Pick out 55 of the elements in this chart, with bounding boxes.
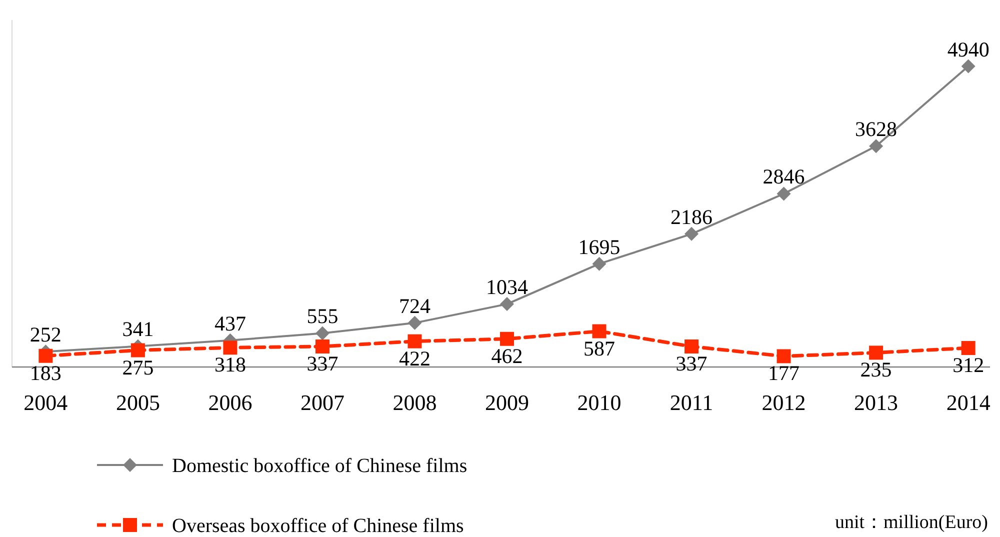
data-label: 4940: [947, 37, 990, 62]
x-tick-label: 2007: [300, 390, 344, 415]
x-tick-label: 2004: [24, 390, 68, 415]
data-label: 587: [584, 336, 616, 360]
data-label: 235: [860, 358, 892, 382]
x-tick-label: 2006: [208, 390, 252, 415]
data-label: 724: [398, 294, 431, 318]
legend-label: Overseas boxoffice of Chinese films: [172, 515, 464, 537]
x-tick-label: 2010: [577, 390, 622, 415]
data-label: 2846: [762, 164, 805, 189]
point: [684, 226, 699, 241]
point: [869, 139, 884, 154]
x-tick-label: 2013: [854, 390, 898, 415]
point: [500, 297, 514, 312]
data-label: 337: [676, 351, 708, 376]
point: [408, 334, 422, 348]
point: [130, 343, 145, 358]
x-tick-label: 2005: [116, 390, 160, 415]
point: [869, 346, 884, 360]
x-tick-label: 2008: [392, 390, 437, 415]
text: unit：million(Euro): [834, 512, 988, 533]
data-label: 337: [306, 351, 338, 376]
point: [408, 316, 422, 330]
point: [38, 348, 53, 363]
x-tick-label: 2011: [670, 390, 714, 415]
point: [500, 332, 514, 346]
data-label: 177: [768, 361, 800, 386]
data-label: 252: [30, 322, 62, 347]
x-tick-label: 2012: [762, 390, 806, 415]
data-label: 3628: [855, 117, 898, 142]
data-label: 318: [214, 352, 246, 377]
point: [592, 324, 606, 338]
point: [684, 339, 699, 354]
data-label: 437: [214, 311, 246, 336]
legend-label: Domestic boxoffice of Chinese films: [172, 455, 468, 477]
point: [315, 339, 330, 354]
data-label: 422: [398, 346, 430, 370]
data-label: 183: [30, 360, 62, 385]
data-label: 555: [306, 304, 338, 328]
x-tick-label: 2014: [946, 390, 990, 415]
x-tick-label: 2009: [485, 390, 529, 415]
data-label: 312: [952, 353, 984, 378]
point: [776, 349, 791, 364]
point: [315, 326, 330, 340]
point: [776, 186, 791, 201]
point: [592, 256, 606, 271]
point: [961, 59, 976, 74]
data-label: 341: [122, 317, 154, 342]
data-label: 1695: [578, 234, 620, 259]
point: [223, 340, 238, 355]
data-label: 275: [122, 355, 154, 380]
point: [961, 341, 976, 356]
data-label: 462: [491, 344, 523, 368]
data-label: 1034: [486, 275, 528, 300]
data-label: 2186: [670, 204, 713, 229]
